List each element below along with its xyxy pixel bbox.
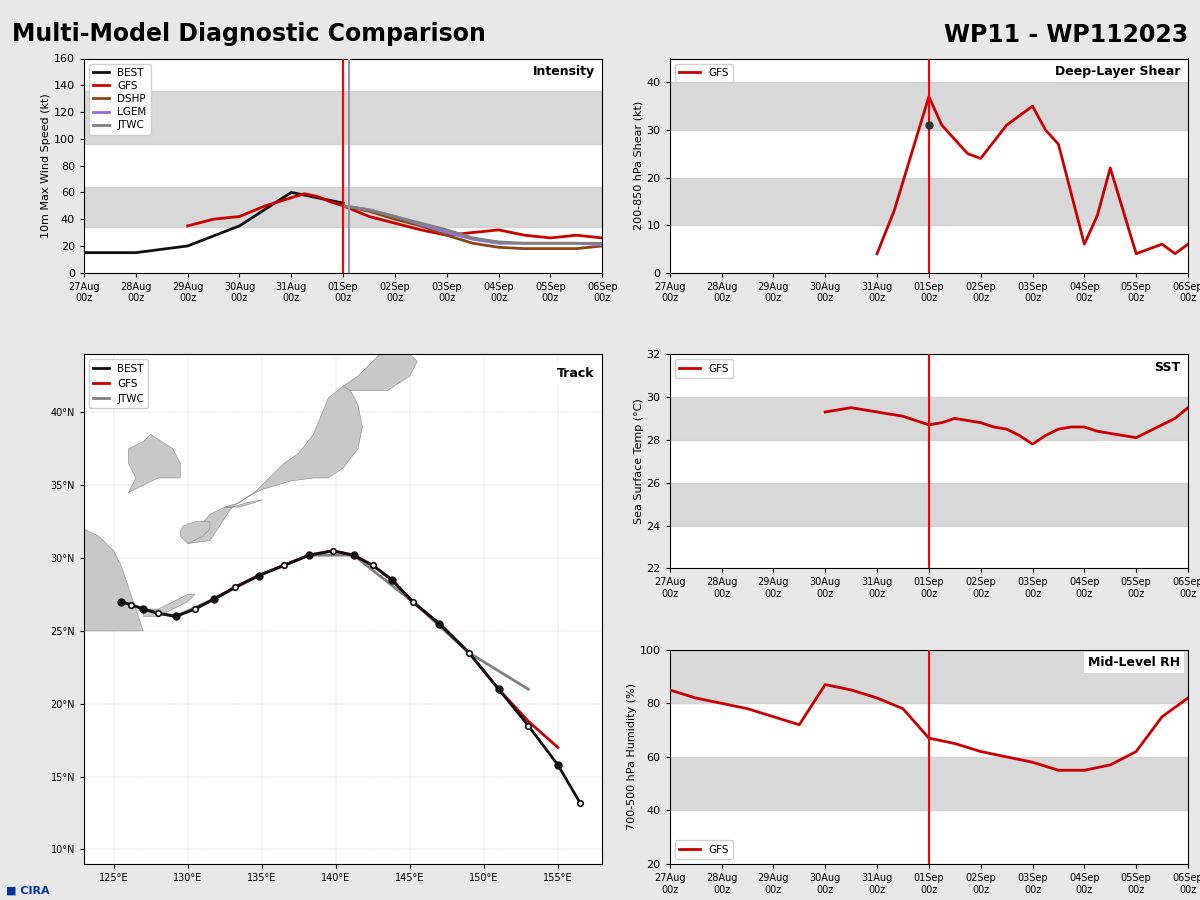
Legend: BEST, GFS, DSHP, LGEM, JTWC: BEST, GFS, DSHP, LGEM, JTWC (89, 64, 151, 134)
Bar (84, 91, 602, 144)
Text: Deep-Layer Shear: Deep-Layer Shear (1055, 65, 1181, 78)
Bar (670, 650, 1188, 703)
Legend: GFS: GFS (674, 359, 733, 378)
Bar (670, 177, 1188, 225)
Y-axis label: Sea Surface Temp (°C): Sea Surface Temp (°C) (634, 399, 643, 524)
Y-axis label: 10m Max Wind Speed (kt): 10m Max Wind Speed (kt) (41, 94, 52, 238)
Text: Track: Track (557, 367, 594, 380)
Y-axis label: 700-500 hPa Humidity (%): 700-500 hPa Humidity (%) (626, 683, 637, 831)
Legend: GFS: GFS (674, 64, 733, 82)
Text: WP11 - WP112023: WP11 - WP112023 (943, 22, 1188, 47)
Text: SST: SST (1154, 361, 1181, 374)
Point (919, 118, 938, 132)
Text: Intensity: Intensity (533, 65, 594, 78)
Legend: BEST, GFS, JTWC: BEST, GFS, JTWC (89, 359, 149, 408)
Text: Multi-Model Diagnostic Comparison: Multi-Model Diagnostic Comparison (12, 22, 486, 47)
Bar (84, 187, 602, 227)
Legend: GFS: GFS (674, 841, 733, 859)
Bar (670, 757, 1188, 810)
Text: Mid-Level RH: Mid-Level RH (1088, 656, 1181, 670)
Bar (670, 397, 1188, 440)
Text: ■ CIRA: ■ CIRA (6, 886, 49, 896)
Y-axis label: 200-850 hPa Shear (kt): 200-850 hPa Shear (kt) (634, 101, 643, 230)
Bar (670, 482, 1188, 526)
Bar (670, 82, 1188, 130)
